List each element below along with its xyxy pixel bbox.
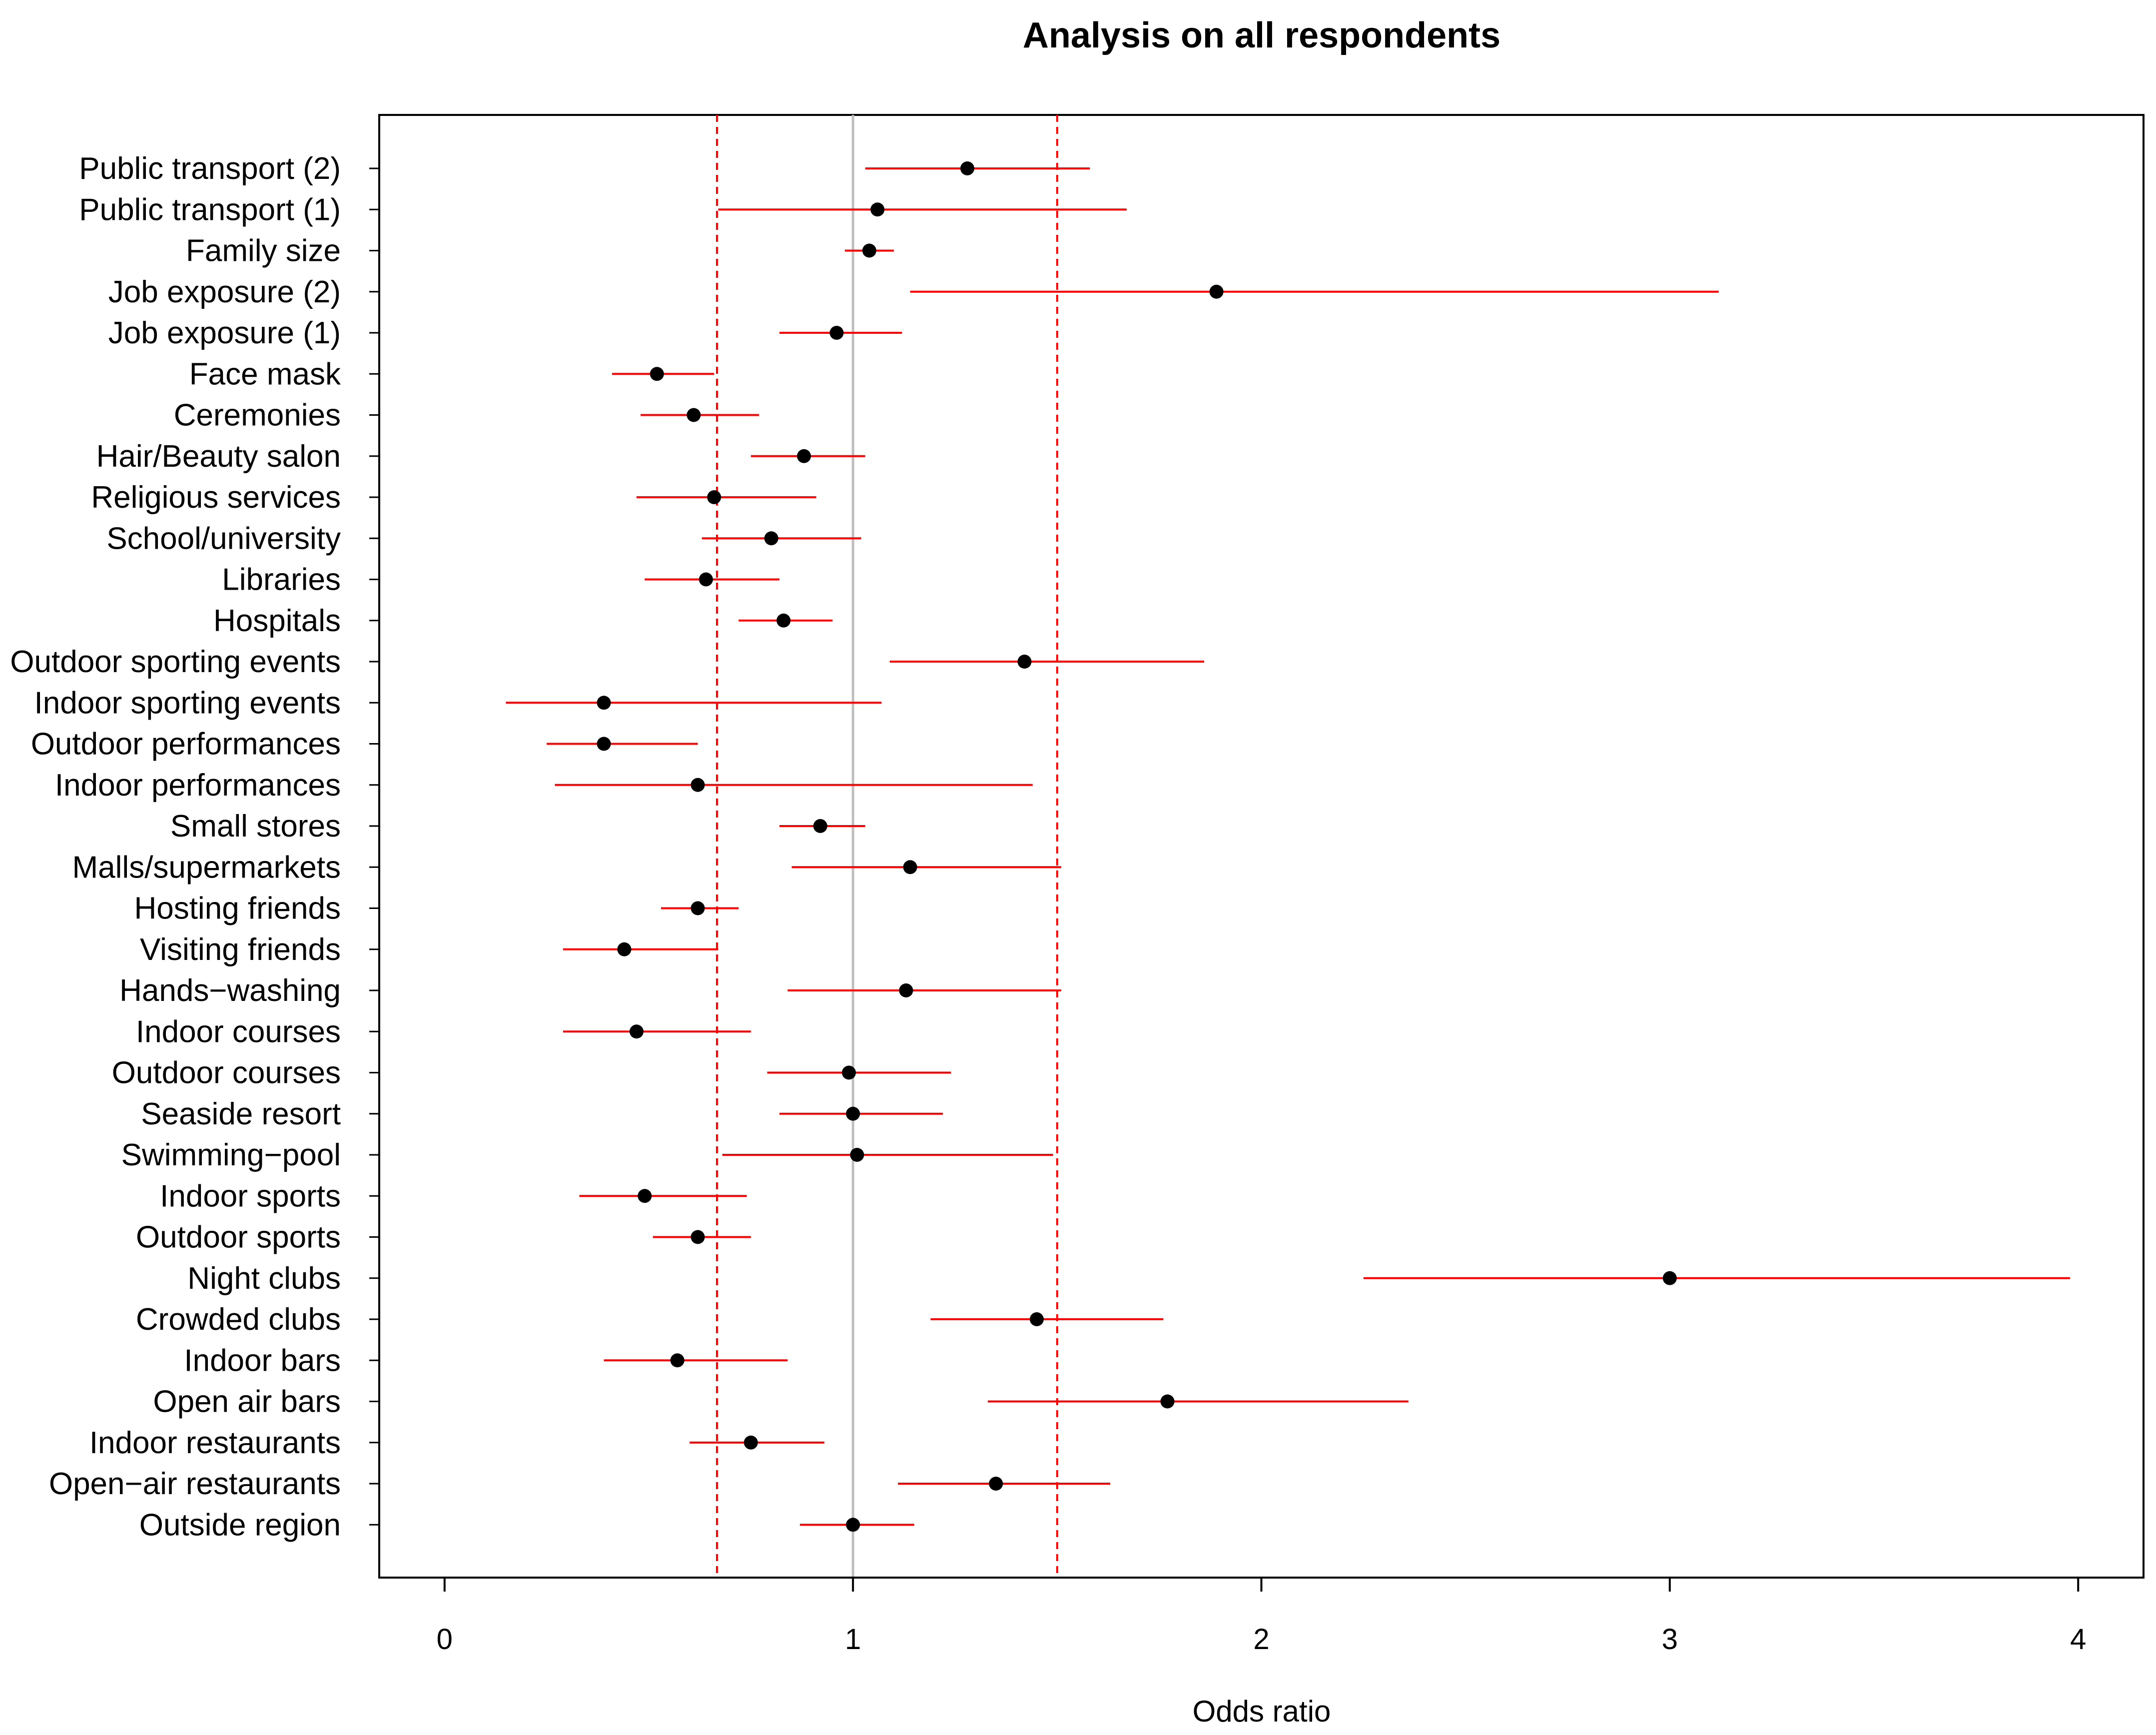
y-axis-label: Religious services [91,480,341,515]
point-estimate-18 [903,860,917,874]
y-axis-label: Open−air restaurants [49,1467,341,1501]
x-tick-label: 4 [2070,1623,2086,1656]
point-estimate-26 [638,1189,652,1203]
y-axis-label: Indoor performances [55,768,341,803]
point-estimate-23 [841,1065,856,1080]
point-estimate-16 [691,778,705,792]
point-estimate-11 [699,572,713,587]
point-estimate-14 [597,696,611,710]
y-axis-label: Indoor sporting events [34,686,341,720]
point-estimate-25 [850,1148,864,1162]
point-estimate-17 [813,819,827,833]
point-estimates [597,161,1677,1532]
x-tick-label: 2 [1253,1623,1269,1656]
point-estimate-3 [862,243,876,258]
point-estimate-5 [829,326,844,340]
plot-frame [378,114,2145,1579]
point-estimate-27 [691,1230,705,1244]
y-axis-label: Indoor courses [136,1014,341,1049]
x-tick-label: 3 [1662,1623,1678,1656]
point-estimate-34 [846,1518,860,1532]
y-axis-label: Seaside resort [141,1097,341,1131]
y-axis-label: Open air bars [153,1385,341,1419]
point-estimate-12 [776,613,791,628]
point-estimate-7 [687,408,701,422]
point-estimate-22 [629,1024,644,1039]
y-axis-label: Public transport (2) [79,151,341,186]
y-axis-label: Malls/supermarkets [72,850,341,884]
point-estimate-6 [650,367,664,381]
point-estimate-21 [899,983,913,997]
y-axis-label: Swimming−pool [121,1138,341,1172]
point-estimate-20 [617,942,632,956]
confidence-intervals [506,167,2070,1526]
y-axis-label: Outdoor sports [136,1220,341,1255]
point-estimate-2 [870,202,885,217]
y-axis-label: Family size [186,234,341,268]
x-axis: 0 1 2 3 4 [437,1577,2086,1656]
y-axis-label: Outdoor performances [31,727,341,762]
y-axis-label: Night clubs [187,1261,341,1296]
y-axis-label: Hands−washing [119,973,341,1008]
point-estimate-19 [691,901,705,915]
y-axis-label: Indoor sports [160,1179,341,1213]
y-axis-label: Ceremonies [174,398,341,433]
y-axis-label: Outdoor courses [112,1056,341,1090]
x-tick-label: 1 [845,1623,861,1656]
y-axis-label: Job exposure (2) [108,275,341,309]
y-axis-label: Hosting friends [134,891,341,926]
y-axis-label: Job exposure (1) [108,316,341,350]
y-axis-label: Outdoor sporting events [10,645,341,679]
point-estimate-15 [597,737,611,751]
point-estimate-8 [797,449,811,463]
y-axis-label: Public transport (1) [79,192,341,227]
point-estimate-30 [670,1353,685,1368]
point-estimate-9 [707,490,721,504]
point-estimate-33 [989,1477,1003,1491]
point-estimate-32 [743,1435,758,1450]
y-axis-label: Hospitals [213,604,341,638]
guide-lines [716,115,1058,1578]
point-estimate-13 [1017,655,1032,669]
point-estimate-10 [764,531,778,546]
point-estimate-4 [1209,284,1224,299]
y-axis-label: Crowded clubs [136,1302,341,1337]
y-axis-label: Hair/Beauty salon [96,439,341,474]
x-axis-title: Odds ratio [1193,1695,1331,1728]
y-axis-label: Indoor bars [184,1343,341,1378]
y-axis-labels: Public transport (2) Public transport (1)… [10,151,379,1542]
point-estimate-31 [1160,1394,1175,1409]
point-estimate-24 [846,1106,860,1121]
chart-title: Analysis on all respondents [1023,15,1500,55]
y-axis-label: Outside region [139,1508,341,1542]
y-axis-label: Indoor restaurants [89,1426,341,1460]
point-estimate-29 [1029,1312,1044,1326]
y-axis-label: Libraries [222,563,341,597]
y-axis-label: Face mask [189,357,341,391]
x-tick-label: 0 [437,1623,453,1656]
y-axis-label: Visiting friends [140,932,341,967]
point-estimate-28 [1662,1271,1677,1285]
y-axis-label: Small stores [170,809,341,844]
point-estimate-1 [960,161,974,175]
y-axis-label: School/university [106,521,341,556]
